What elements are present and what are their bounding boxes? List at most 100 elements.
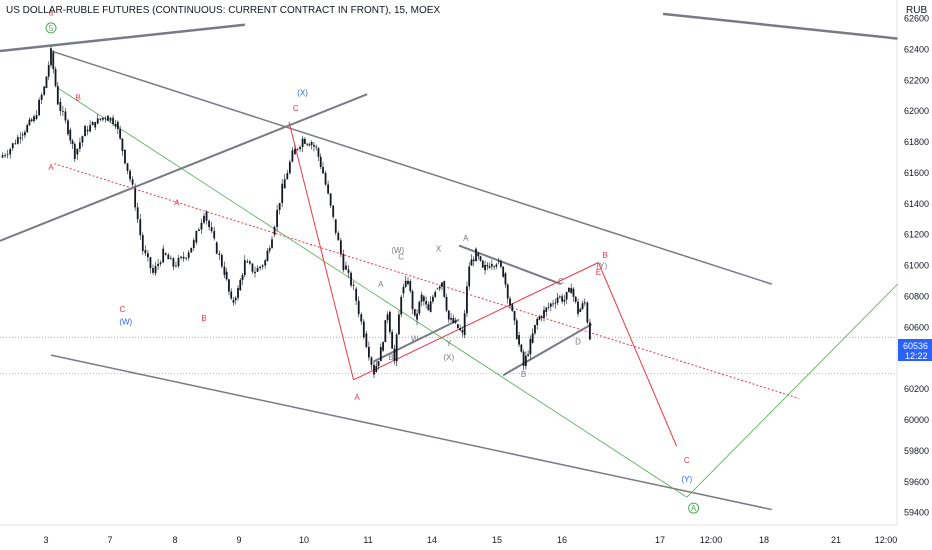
candle-body [276, 209, 278, 227]
candle-body [368, 346, 370, 358]
rising-trendline[interactable] [0, 93, 368, 242]
candle-body [520, 344, 523, 352]
candle-body [59, 101, 62, 111]
candle-body [114, 124, 117, 127]
triangle-lower-right[interactable] [502, 323, 593, 377]
upper-trendline-right[interactable] [662, 12, 898, 40]
price-axis[interactable]: 5940059600598006000060200604006060060800… [904, 14, 929, 518]
candle-body [549, 303, 552, 307]
candle-body [56, 85, 59, 105]
candle-body [463, 313, 466, 336]
candle-body [134, 188, 137, 208]
wave-label: B [388, 353, 393, 362]
candle-body [162, 248, 165, 263]
candle-body [96, 118, 99, 124]
candle-body [141, 235, 144, 251]
candle-body [40, 94, 43, 100]
candle-body [271, 239, 273, 249]
candle-body [373, 364, 375, 375]
candle-body [94, 122, 97, 128]
candle-body [261, 265, 264, 267]
candle-body [310, 142, 313, 145]
candle-body [259, 266, 261, 269]
wave-labels-layer: a5BAC(W)AB(X)CA(W)CABWXY(X)ABCDB(Y)EC(Y)… [45, 8, 700, 514]
candle-body [452, 318, 455, 323]
candle-body [6, 154, 9, 156]
candle-body [486, 264, 489, 267]
price-tick-label: 60600 [904, 322, 929, 332]
candle-body [556, 297, 559, 303]
candle-body [324, 172, 327, 185]
candle-body [504, 273, 507, 285]
candle-body [456, 324, 459, 329]
candle-body [513, 311, 516, 321]
candle-body [565, 291, 568, 300]
candle-body [317, 148, 320, 157]
wave-label-circle [45, 22, 57, 34]
candle-body [89, 125, 91, 132]
candle-body [536, 318, 539, 325]
candle-body [116, 121, 119, 130]
candle-body [296, 148, 299, 150]
candle-body [121, 138, 124, 152]
candle-body [409, 281, 412, 292]
time-tick-label: 3 [43, 535, 48, 545]
triangle-lower-left[interactable] [373, 318, 460, 363]
candle-body [167, 254, 170, 260]
candle-body [479, 256, 482, 261]
candle-body [256, 268, 259, 272]
candle-body [384, 320, 387, 343]
candle-body [475, 248, 477, 262]
candle-body [577, 301, 579, 314]
candle-body [332, 205, 335, 217]
candle-body [531, 333, 534, 343]
candle-body [228, 279, 230, 292]
candle-body [38, 99, 40, 116]
candle-body [429, 301, 432, 312]
time-axis[interactable]: 3 7 8 9 10 11 14 15 16 17 12:00 18 21 12:00 [43, 535, 897, 545]
candle-body [16, 137, 19, 144]
price-tick-label: 60800 [904, 291, 929, 301]
wave-label: 5 [49, 24, 54, 33]
time-tick-label: 15 [492, 535, 502, 545]
candle-body [472, 259, 475, 262]
candle-body [509, 298, 511, 306]
candle-body [477, 253, 480, 257]
channel-upper[interactable] [50, 50, 773, 285]
red-wave-segment[interactable] [597, 262, 678, 447]
candle-body [506, 284, 509, 299]
candle-body [64, 111, 67, 121]
candle-body [579, 308, 582, 312]
candle-body [391, 331, 394, 349]
candle-body [175, 265, 177, 267]
candle-body [490, 264, 493, 267]
channel-lower[interactable] [50, 354, 772, 511]
candle-body [407, 280, 409, 285]
wave-label: (W) [119, 317, 132, 326]
candle-body [432, 296, 434, 302]
candle-body [518, 335, 520, 345]
candle-body [278, 203, 281, 210]
wave-label: B [201, 314, 206, 323]
candle-body [438, 286, 441, 289]
candle-body [136, 207, 139, 220]
candle-body [129, 170, 131, 180]
candle-body [86, 129, 89, 132]
time-tick-label: 9 [236, 535, 241, 545]
price-tick-label: 60200 [904, 384, 929, 394]
candle-body [589, 322, 591, 340]
price-tick-label: 59600 [904, 477, 929, 487]
price-tick-label: 62200 [904, 75, 929, 85]
candle-body [554, 302, 557, 304]
red-wave-segment[interactable] [288, 121, 355, 380]
candle-body [574, 296, 577, 302]
candle-body [54, 69, 57, 86]
green-wave-up[interactable] [686, 283, 898, 498]
green-wave-down[interactable] [57, 87, 688, 498]
candle-body [404, 280, 407, 287]
candle-body [84, 126, 86, 137]
candle-body [11, 143, 14, 149]
upper-trendline-left[interactable] [0, 23, 245, 53]
candle-body [1, 155, 4, 158]
